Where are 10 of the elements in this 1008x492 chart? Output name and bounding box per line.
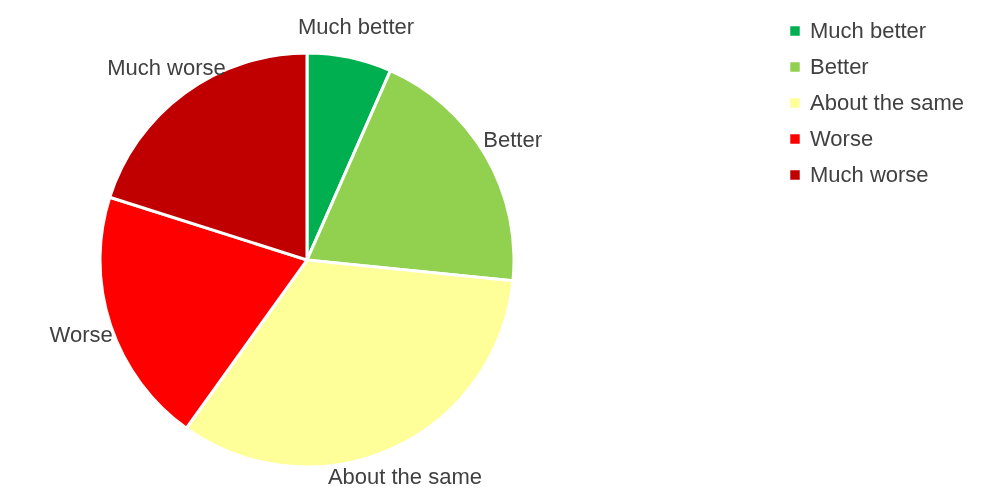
slice-label: Worse	[49, 321, 113, 347]
legend-label: Much better	[810, 18, 927, 43]
slice-label: Much better	[297, 14, 415, 40]
legend-label: Much worse	[810, 162, 929, 187]
legend-label: Better	[810, 54, 869, 79]
legend-label: Worse	[810, 126, 874, 151]
legend-label: About the same	[810, 90, 965, 115]
slice-label: Much worse	[107, 54, 226, 80]
slice-label: Better	[483, 127, 542, 153]
slice-label: About the same	[327, 463, 482, 489]
